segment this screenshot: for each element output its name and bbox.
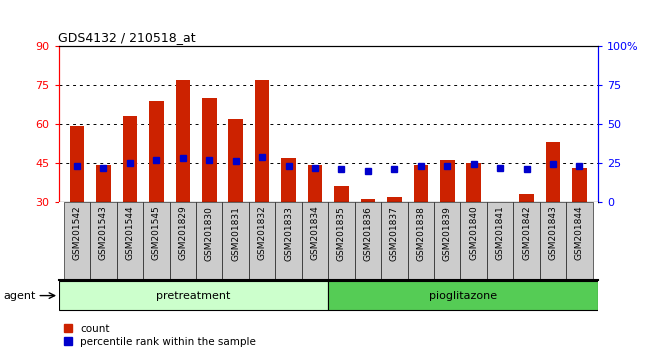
Bar — [123, 116, 137, 202]
FancyBboxPatch shape — [381, 202, 408, 280]
Text: GSM201838: GSM201838 — [416, 206, 425, 261]
Bar — [361, 199, 375, 202]
Text: GSM201834: GSM201834 — [311, 206, 320, 261]
FancyBboxPatch shape — [460, 202, 487, 280]
Bar — [228, 119, 243, 202]
Bar — [307, 165, 322, 202]
Text: GSM201843: GSM201843 — [549, 206, 558, 261]
FancyBboxPatch shape — [276, 202, 302, 280]
Bar — [149, 101, 164, 202]
Text: GSM201833: GSM201833 — [284, 206, 293, 261]
Bar — [440, 160, 454, 202]
Bar — [176, 80, 190, 202]
Text: pretreatment: pretreatment — [156, 291, 231, 301]
Bar — [96, 165, 110, 202]
FancyBboxPatch shape — [222, 202, 249, 280]
Text: GSM201835: GSM201835 — [337, 206, 346, 261]
Bar — [70, 126, 84, 202]
FancyBboxPatch shape — [143, 202, 170, 280]
Bar — [255, 80, 269, 202]
FancyBboxPatch shape — [90, 202, 117, 280]
FancyBboxPatch shape — [540, 202, 566, 280]
FancyBboxPatch shape — [408, 202, 434, 280]
Text: GSM201836: GSM201836 — [363, 206, 372, 261]
Text: GSM201840: GSM201840 — [469, 206, 478, 261]
Bar — [519, 194, 534, 202]
Bar — [467, 163, 481, 202]
Bar — [572, 168, 587, 202]
Text: GSM201837: GSM201837 — [390, 206, 399, 261]
Text: GSM201545: GSM201545 — [152, 206, 161, 261]
FancyBboxPatch shape — [196, 202, 222, 280]
FancyBboxPatch shape — [58, 281, 328, 310]
Text: GSM201832: GSM201832 — [257, 206, 266, 261]
FancyBboxPatch shape — [355, 202, 381, 280]
Bar — [334, 186, 349, 202]
Text: GSM201544: GSM201544 — [125, 206, 135, 260]
FancyBboxPatch shape — [514, 202, 540, 280]
FancyBboxPatch shape — [64, 202, 90, 280]
FancyBboxPatch shape — [328, 281, 598, 310]
Text: GSM201831: GSM201831 — [231, 206, 240, 261]
Bar — [387, 196, 402, 202]
Text: GSM201841: GSM201841 — [496, 206, 504, 261]
Bar — [281, 158, 296, 202]
Bar — [202, 98, 216, 202]
FancyBboxPatch shape — [434, 202, 460, 280]
Text: GSM201829: GSM201829 — [178, 206, 187, 261]
FancyBboxPatch shape — [328, 202, 355, 280]
FancyBboxPatch shape — [117, 202, 143, 280]
Text: GSM201839: GSM201839 — [443, 206, 452, 261]
Text: GSM201844: GSM201844 — [575, 206, 584, 260]
Text: GSM201543: GSM201543 — [99, 206, 108, 261]
FancyBboxPatch shape — [487, 202, 514, 280]
Text: agent: agent — [3, 291, 36, 301]
Text: GSM201842: GSM201842 — [522, 206, 531, 260]
Legend: count, percentile rank within the sample: count, percentile rank within the sample — [64, 324, 256, 347]
Bar — [546, 142, 560, 202]
Text: GSM201830: GSM201830 — [205, 206, 214, 261]
Bar — [413, 165, 428, 202]
Text: GSM201542: GSM201542 — [73, 206, 81, 260]
FancyBboxPatch shape — [566, 202, 593, 280]
FancyBboxPatch shape — [302, 202, 328, 280]
FancyBboxPatch shape — [249, 202, 276, 280]
Text: pioglitazone: pioglitazone — [429, 291, 497, 301]
Text: GDS4132 / 210518_at: GDS4132 / 210518_at — [58, 31, 196, 44]
FancyBboxPatch shape — [170, 202, 196, 280]
